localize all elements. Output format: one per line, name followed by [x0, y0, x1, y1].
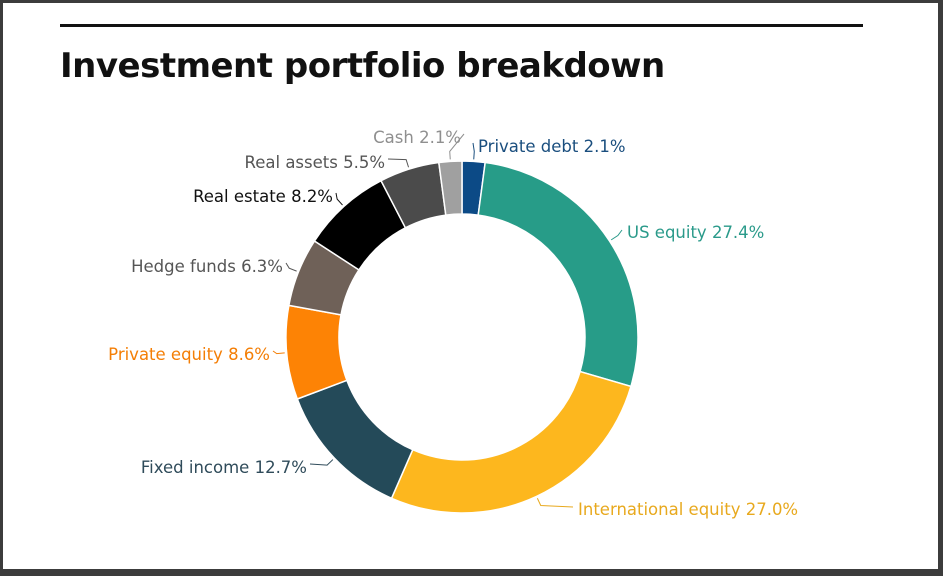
leader-line-fixed-income	[309, 459, 334, 466]
slice-label-hedge-funds: Hedge funds 6.3%	[131, 257, 283, 276]
leader-line-private-equity	[272, 350, 285, 355]
chart-card: Investment portfolio breakdown Private d…	[3, 3, 938, 569]
slice-cash	[437, 160, 463, 216]
leader-line-us-equity	[610, 229, 623, 241]
slice-label-private-equity: Private equity 8.6%	[108, 345, 270, 364]
leader-line-hedge-funds	[285, 262, 297, 272]
leader-line-real-assets	[387, 158, 410, 168]
slice-international-equity	[390, 370, 632, 514]
chart-title: Investment portfolio breakdown	[60, 46, 665, 86]
slice-label-private-debt: Private debt 2.1%	[478, 137, 626, 156]
leader-line-private-debt	[472, 142, 475, 160]
slice-us-equity	[477, 161, 639, 388]
slice-label-cash: Cash 2.1%	[373, 128, 461, 147]
slice-label-fixed-income: Fixed income 12.7%	[141, 458, 307, 477]
slice-label-real-assets: Real assets 5.5%	[245, 153, 386, 172]
leader-line-real-estate	[335, 192, 343, 206]
slice-fixed-income	[296, 379, 414, 500]
leader-line-cash	[449, 133, 465, 160]
slice-label-real-estate: Real estate 8.2%	[193, 187, 333, 206]
top-rule	[60, 24, 863, 27]
slice-label-international-equity: International equity 27.0%	[578, 500, 798, 519]
leader-line-international-equity	[536, 498, 574, 508]
slice-label-us-equity: US equity 27.4%	[627, 223, 764, 242]
donut-chart: Private debt 2.1% US equity 27.4% Internat…	[108, 128, 798, 519]
